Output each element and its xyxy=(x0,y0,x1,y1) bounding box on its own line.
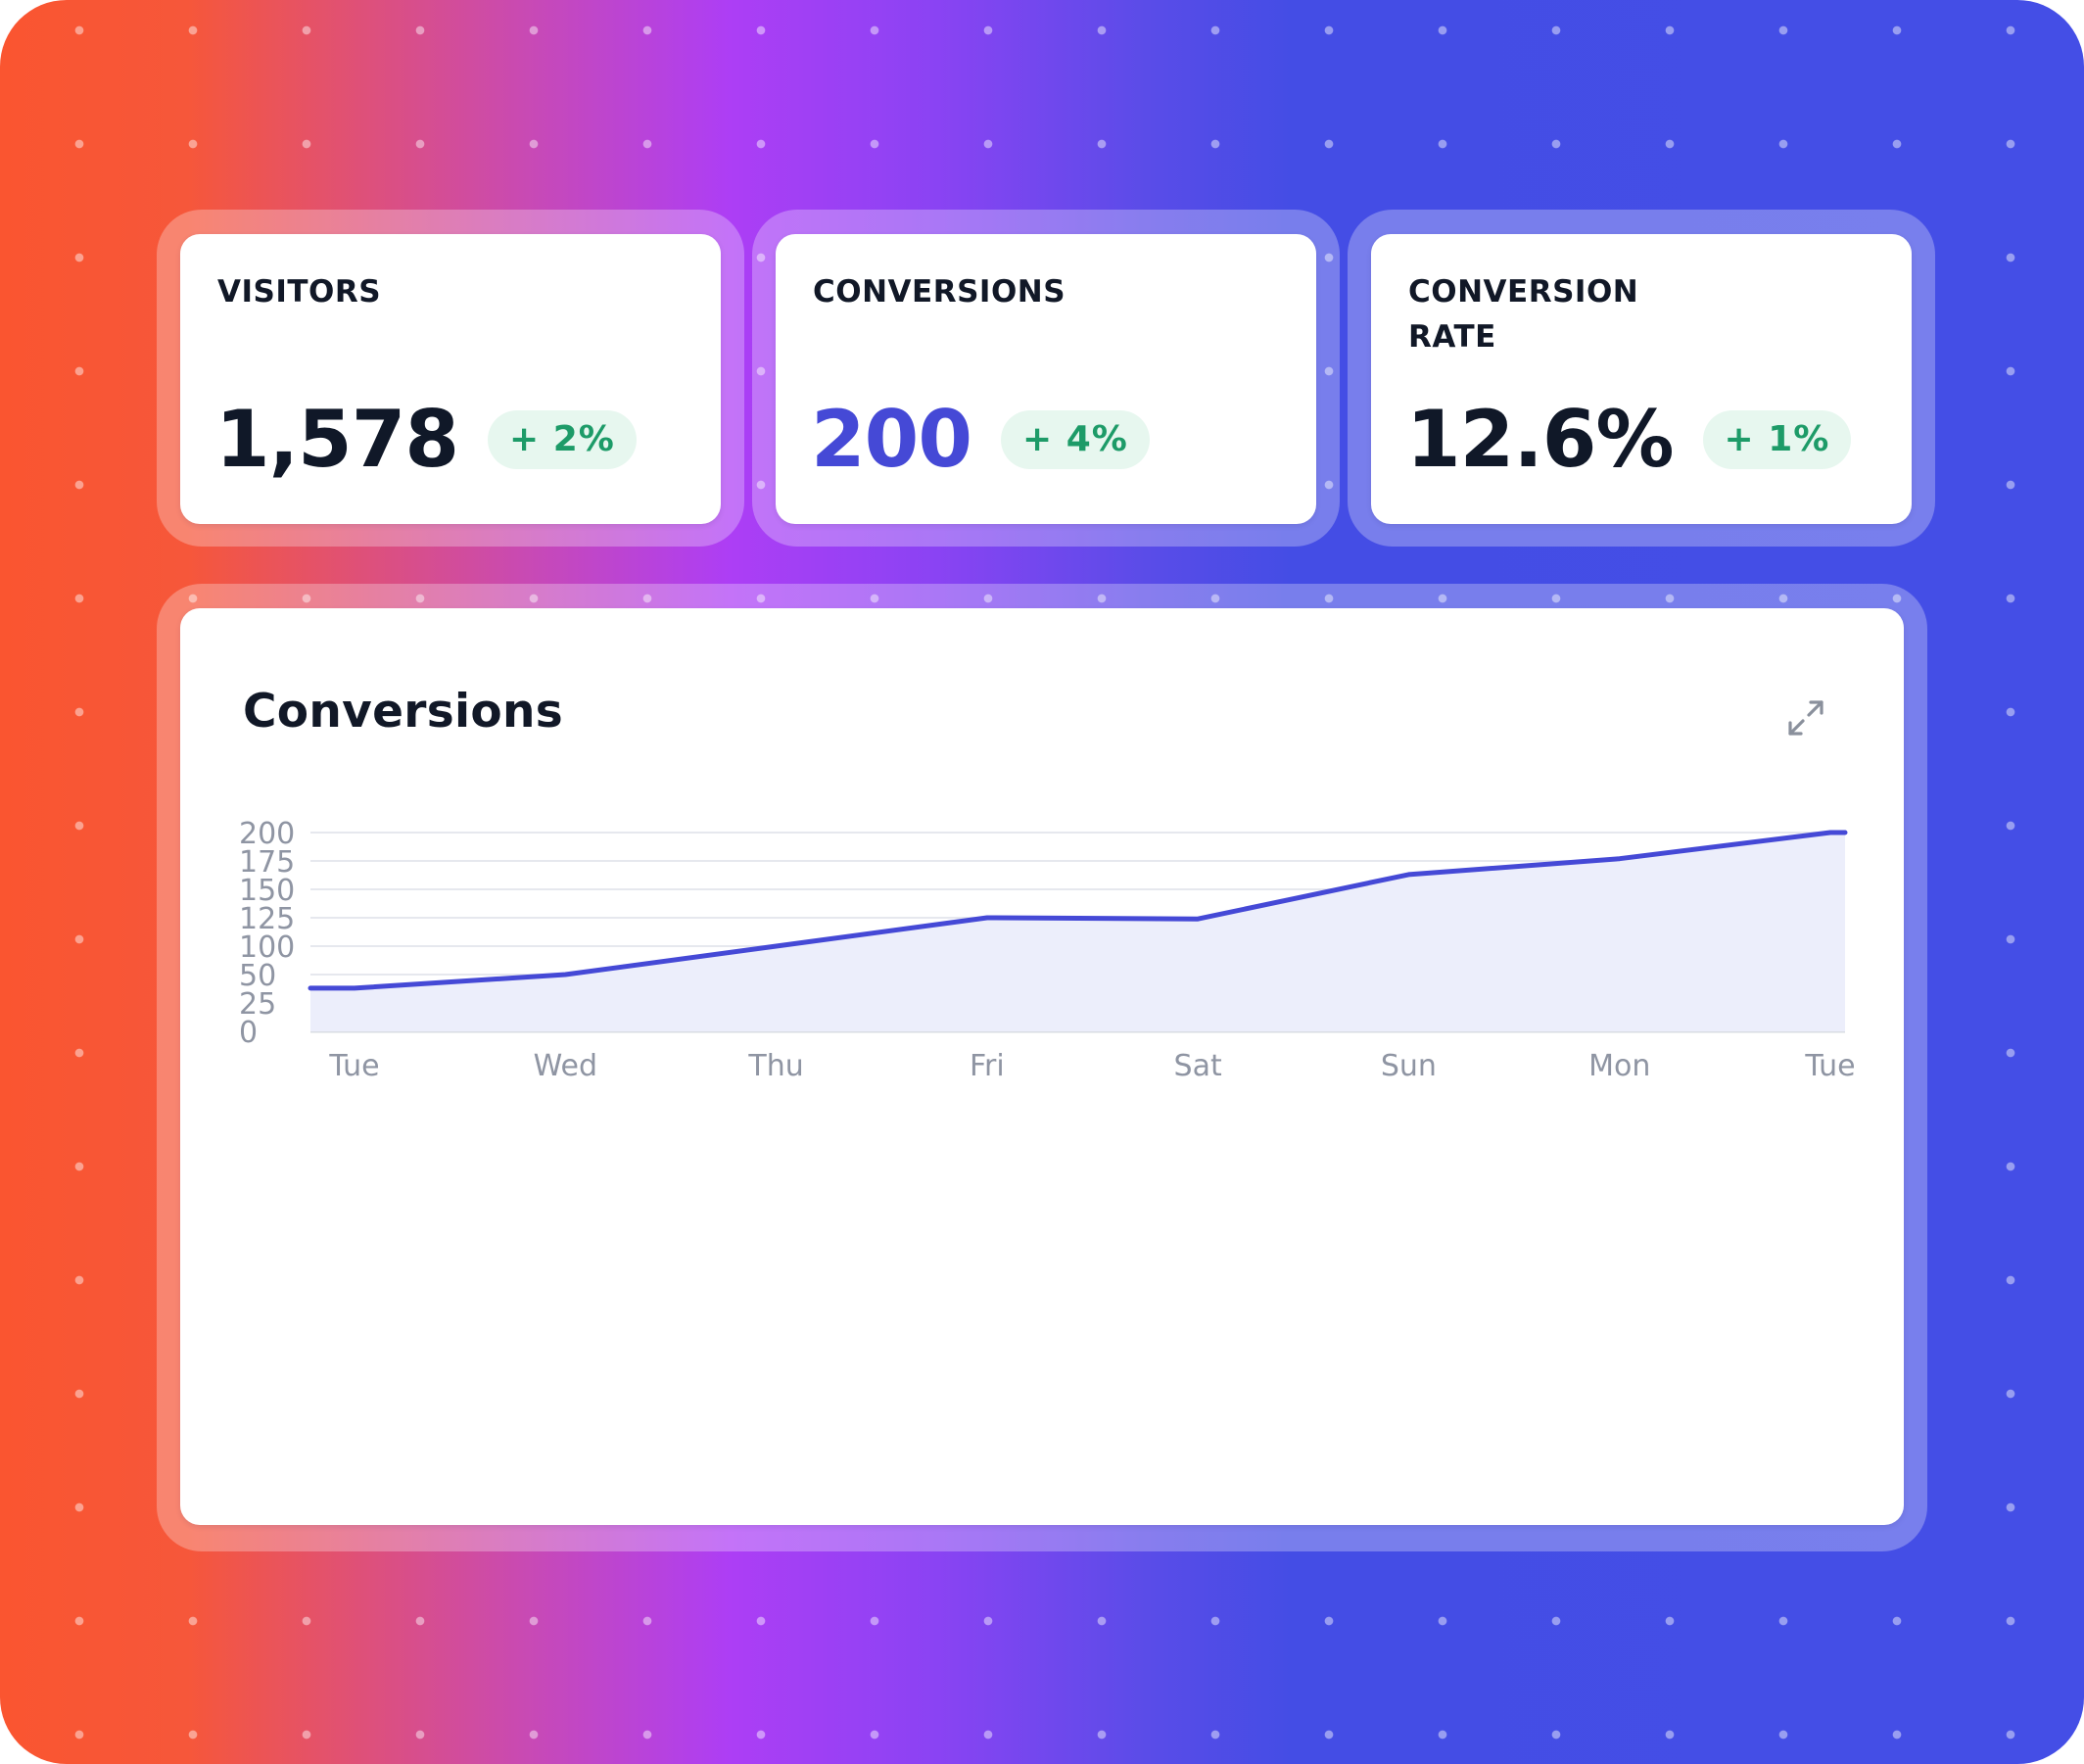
change-badge: + 4% xyxy=(1001,410,1150,469)
kpi-value: 12.6% xyxy=(1406,394,1675,485)
change-badge: + 1% xyxy=(1702,410,1852,469)
kpi-card-conversions: CONVERSIONS 200 + 4% xyxy=(776,234,1316,524)
chart-card: Conversions 0 25 50 100 125 150 175 200 Tue Wed Th… xyxy=(180,608,1904,1525)
y-tick-label: 50 xyxy=(239,959,276,993)
expand-icon xyxy=(1788,700,1824,736)
y-tick-label: 200 xyxy=(239,817,295,851)
area-fill xyxy=(310,833,1845,1031)
series-line xyxy=(308,830,1848,991)
y-tick-label: 100 xyxy=(239,930,295,965)
y-tick-label: 0 xyxy=(239,1016,258,1050)
y-tick-label: 150 xyxy=(239,874,295,908)
kpi-label: CONVERSION RATE xyxy=(1408,274,1639,355)
x-tick-label: Wed xyxy=(534,1049,597,1083)
y-tick-label: 25 xyxy=(239,987,276,1022)
kpi-label: CONVERSIONS xyxy=(813,274,1066,310)
kpi-card-conversion-rate: CONVERSION RATE 12.6% + 1% xyxy=(1371,234,1912,524)
kpi-value: 1,578 xyxy=(215,394,459,485)
change-badge: + 2% xyxy=(488,410,637,469)
x-tick-label: Fri xyxy=(970,1049,1005,1083)
y-tick-label: 125 xyxy=(239,902,295,936)
y-tick-label: 175 xyxy=(239,845,295,880)
x-tick-label: Mon xyxy=(1588,1049,1650,1083)
kpi-value: 200 xyxy=(811,394,972,485)
kpi-value-row: 12.6% + 1% xyxy=(1406,391,1852,489)
x-tick-label: Thu xyxy=(747,1049,803,1083)
x-tick-label: Sat xyxy=(1174,1049,1222,1083)
kpi-value-row: 1,578 + 2% xyxy=(215,391,637,489)
chart-title: Conversions xyxy=(243,685,564,739)
kpi-value-row: 200 + 4% xyxy=(811,391,1150,489)
x-tick-label: Sun xyxy=(1381,1049,1437,1083)
kpi-card-visitors: VISITORS 1,578 + 2% xyxy=(180,234,721,524)
x-tick-label: Tue xyxy=(1804,1049,1855,1083)
kpi-label: VISITORS xyxy=(217,274,382,310)
x-tick-label: Tue xyxy=(328,1049,379,1083)
expand-button[interactable] xyxy=(1782,694,1829,741)
